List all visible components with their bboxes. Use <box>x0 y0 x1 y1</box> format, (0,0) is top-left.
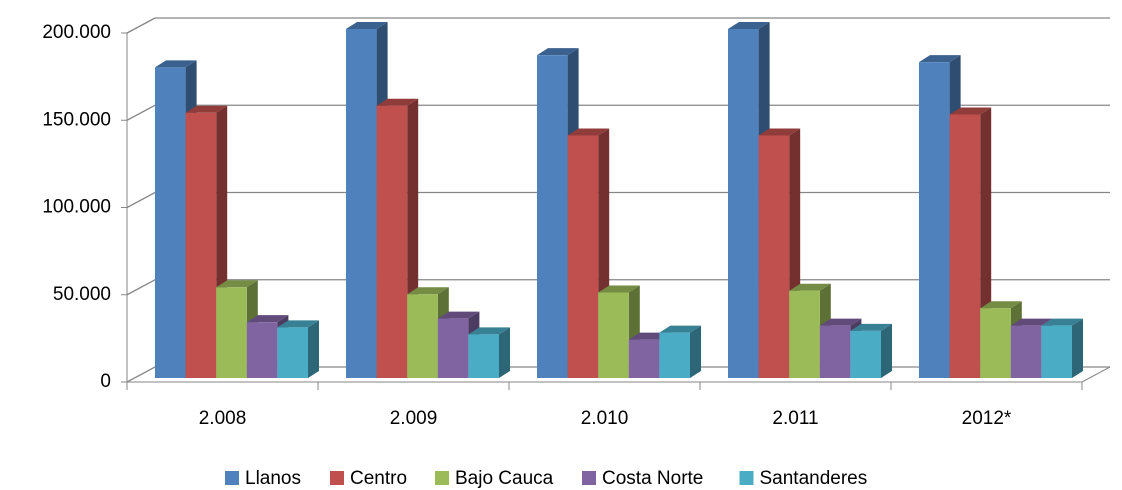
bar-face <box>468 327 510 335</box>
bar-face <box>659 332 690 378</box>
legend-swatch <box>739 471 754 485</box>
bar-face <box>376 98 419 106</box>
legend-label: Centro <box>350 468 407 489</box>
legend-label: Llanos <box>245 468 301 489</box>
bar-face <box>346 29 377 378</box>
y-tick-label: 50.000 <box>53 284 111 305</box>
grid-line <box>126 17 1110 34</box>
bar-face <box>819 318 862 326</box>
y-tick-label: 150.000 <box>42 109 111 130</box>
bar <box>1041 318 1083 378</box>
bar <box>567 128 610 378</box>
bar-face <box>277 320 319 328</box>
bar-face <box>567 135 599 378</box>
bar <box>468 327 510 378</box>
bar-face <box>949 107 992 115</box>
bar-face <box>246 315 289 323</box>
bar-face <box>376 105 408 378</box>
bar-face <box>407 287 449 295</box>
bar-face <box>789 290 820 378</box>
y-tick-label: 100.000 <box>42 197 111 218</box>
bar-face <box>1072 318 1083 378</box>
bar-face <box>468 334 499 378</box>
bar-face <box>850 330 881 378</box>
y-tick-label: 0 <box>100 371 111 392</box>
bar-face <box>437 311 480 319</box>
bar-face <box>728 29 759 378</box>
bar-face <box>758 128 801 136</box>
bar-face <box>567 128 610 136</box>
legend-label: Santanderes <box>760 468 868 489</box>
floor-edge <box>1081 366 1111 383</box>
bar-face <box>1010 325 1042 378</box>
bar-face <box>598 285 640 293</box>
bar-face <box>277 327 308 378</box>
bar-face <box>728 22 770 29</box>
bar-face <box>881 323 892 378</box>
bar-face <box>980 308 1011 378</box>
x-tick-label: 2.008 <box>199 408 247 429</box>
bar-face <box>1010 318 1053 326</box>
bar-face <box>980 301 1022 309</box>
x-tick-label: 2.010 <box>581 408 629 429</box>
bar <box>277 320 319 378</box>
bar-face <box>155 60 197 68</box>
legend-label: Bajo Cauca <box>455 468 554 489</box>
bar-face <box>499 327 510 378</box>
bar-face <box>1041 318 1083 326</box>
bar-face <box>659 325 701 333</box>
y-tick-label: 200.000 <box>42 22 111 43</box>
bar-face <box>919 62 950 378</box>
bar-face <box>155 67 186 378</box>
bar-face <box>216 280 258 288</box>
legend-swatch <box>225 471 239 485</box>
legend-label: Costa Norte <box>602 468 703 489</box>
bar-face <box>598 292 629 378</box>
legend-swatch <box>582 471 596 485</box>
bar-face <box>537 48 579 56</box>
bar-face <box>758 135 790 378</box>
bar <box>659 325 701 378</box>
x-tick-label: 2.011 <box>772 408 818 429</box>
bar-face <box>789 283 831 291</box>
bar-face <box>216 287 247 378</box>
bar-face <box>690 325 701 378</box>
legend-swatch <box>330 471 344 485</box>
bar-face <box>308 320 319 378</box>
bar-face <box>537 55 568 379</box>
x-tick-label: 2.009 <box>390 408 438 429</box>
legend-swatch <box>435 471 449 485</box>
bar-face <box>437 318 469 378</box>
x-tick-label: 2012* <box>962 408 1012 429</box>
bar-face <box>628 339 660 378</box>
bar-face <box>185 105 228 113</box>
bar-face <box>919 55 961 63</box>
bar-face <box>819 325 851 378</box>
bar-face <box>346 22 388 29</box>
bar <box>850 323 892 378</box>
bar-face <box>1041 325 1072 378</box>
bar-face <box>246 322 278 378</box>
bar-face <box>850 323 892 331</box>
bar-face <box>949 114 981 378</box>
bar-face <box>407 294 438 378</box>
bar-face <box>185 112 217 378</box>
